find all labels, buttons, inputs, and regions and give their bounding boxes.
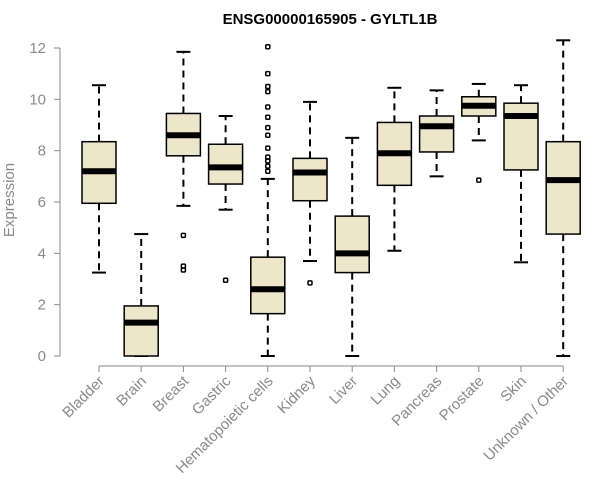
y-tick-label: 0 xyxy=(38,348,46,365)
outlier-point xyxy=(265,70,271,77)
x-tick-label: Breast xyxy=(150,372,193,415)
iqr-box xyxy=(292,157,328,202)
box-group xyxy=(545,39,581,357)
outlier-point xyxy=(180,267,187,273)
outlier-point xyxy=(265,124,271,131)
iqr-box xyxy=(207,143,244,185)
iqr-box xyxy=(418,115,455,153)
chart-title: ENSG00000165905 - GYLTL1B xyxy=(223,11,438,28)
x-tick-label: Prostate xyxy=(436,373,488,425)
outlier-point xyxy=(265,114,271,121)
box-group xyxy=(292,100,328,286)
y-axis: 0 2 4 6 8 10 12 xyxy=(29,40,61,365)
y-tick-label: 4 xyxy=(38,245,46,262)
y-tick-label: 2 xyxy=(38,297,46,314)
x-tick-label: Lung xyxy=(368,373,404,409)
outlier-point xyxy=(265,168,271,174)
x-tick-label: Liver xyxy=(326,373,361,408)
outlier-point xyxy=(265,163,271,169)
outlier-point xyxy=(265,145,271,151)
box-group xyxy=(207,115,244,284)
outlier-point xyxy=(222,277,229,284)
outlier-point xyxy=(265,43,271,50)
box-group xyxy=(81,84,117,274)
x-tick-label: Brain xyxy=(113,373,150,410)
outlier-point xyxy=(265,154,271,160)
box-group xyxy=(165,50,202,273)
x-tick-label: Kidney xyxy=(274,372,319,417)
box-group xyxy=(376,86,413,252)
box-group xyxy=(250,43,286,357)
box-group xyxy=(461,82,497,183)
outlier-point xyxy=(265,104,271,110)
box-group xyxy=(123,233,159,357)
outlier-point xyxy=(476,177,482,183)
x-tick-label: Skin xyxy=(497,373,530,406)
box-group xyxy=(503,84,539,264)
y-tick-label: 10 xyxy=(29,91,46,108)
outlier-point xyxy=(265,88,271,95)
iqr-box xyxy=(334,215,370,274)
box-group xyxy=(418,89,455,178)
x-tick-label: Bladder xyxy=(59,373,108,422)
y-tick-label: 8 xyxy=(38,143,46,160)
plot-area xyxy=(81,39,581,357)
outlier-point xyxy=(265,132,271,139)
y-tick-label: 6 xyxy=(38,194,46,211)
y-tick-label: 12 xyxy=(29,40,46,57)
outlier-point xyxy=(265,83,271,90)
outlier-point xyxy=(180,232,187,239)
iqr-box xyxy=(123,305,159,357)
iqr-box xyxy=(545,140,581,235)
box-group xyxy=(334,136,370,357)
iqr-box xyxy=(250,256,286,315)
outlier-point xyxy=(307,280,313,286)
y-axis-label: Expression xyxy=(1,163,18,237)
